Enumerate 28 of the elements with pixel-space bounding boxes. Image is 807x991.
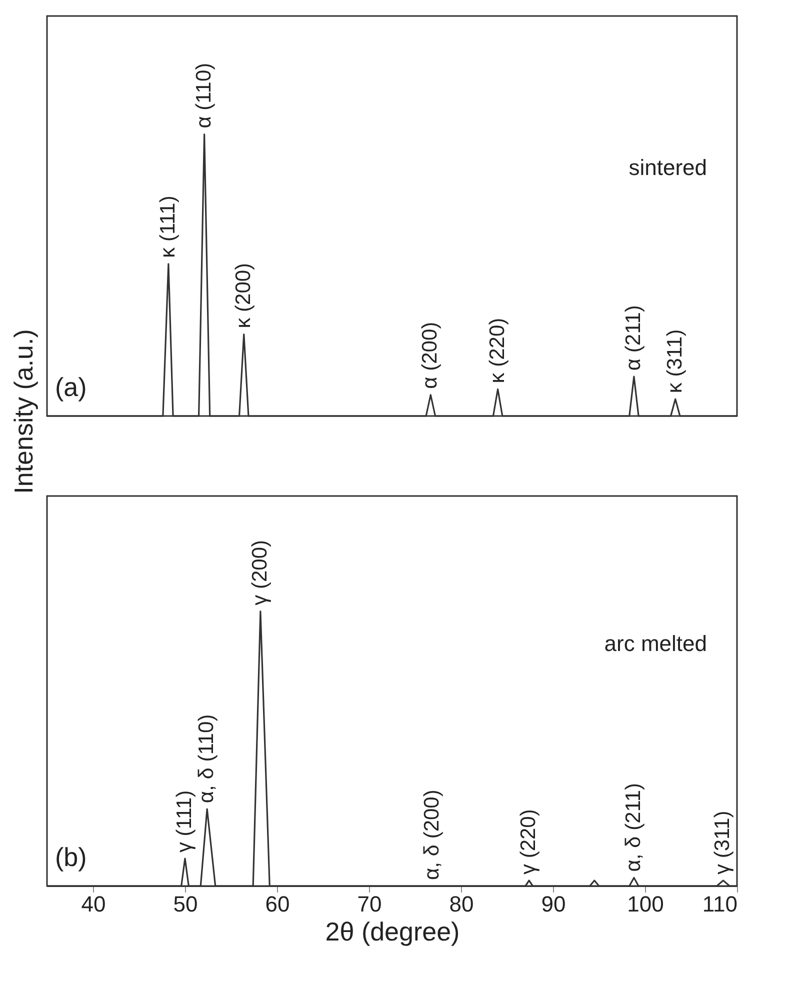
x-tick-label: 50 <box>173 892 198 916</box>
x-tick-label: 60 <box>265 892 290 916</box>
x-tick-label: 80 <box>449 892 474 916</box>
annotation: α (211) <box>622 305 645 371</box>
x-tick-label: 40 <box>81 892 106 916</box>
annotation: κ (220) <box>486 318 509 384</box>
annotation: κ (111) <box>156 196 180 258</box>
annotation: γ (311) <box>711 810 734 875</box>
annotation: arc melted <box>604 631 707 656</box>
annotation: (b) <box>55 842 87 872</box>
x-tick-label: 90 <box>541 892 566 916</box>
annotation: α (200) <box>418 322 442 389</box>
y-axis-title: Intensity (a.u.) <box>8 329 38 494</box>
annotation: sintered <box>628 155 707 180</box>
annotation: γ (200) <box>248 540 272 606</box>
annotation: α, δ (110) <box>195 714 218 804</box>
annotation: (a) <box>55 372 87 402</box>
annotation: γ (111) <box>173 790 196 853</box>
x-tick-label: 100 <box>627 892 664 916</box>
annotation: α, δ (200) <box>420 790 444 880</box>
annotation: κ (200) <box>232 262 255 328</box>
annotation: α (110) <box>192 62 216 128</box>
annotation: α, δ (211) <box>622 782 645 872</box>
x-axis-title: 2θ (degree) <box>325 916 460 946</box>
annotation: κ (311) <box>663 329 686 394</box>
annotation: γ (220) <box>517 809 540 875</box>
x-tick-label: 110 <box>702 892 738 916</box>
x-tick-label: 70 <box>357 892 382 916</box>
